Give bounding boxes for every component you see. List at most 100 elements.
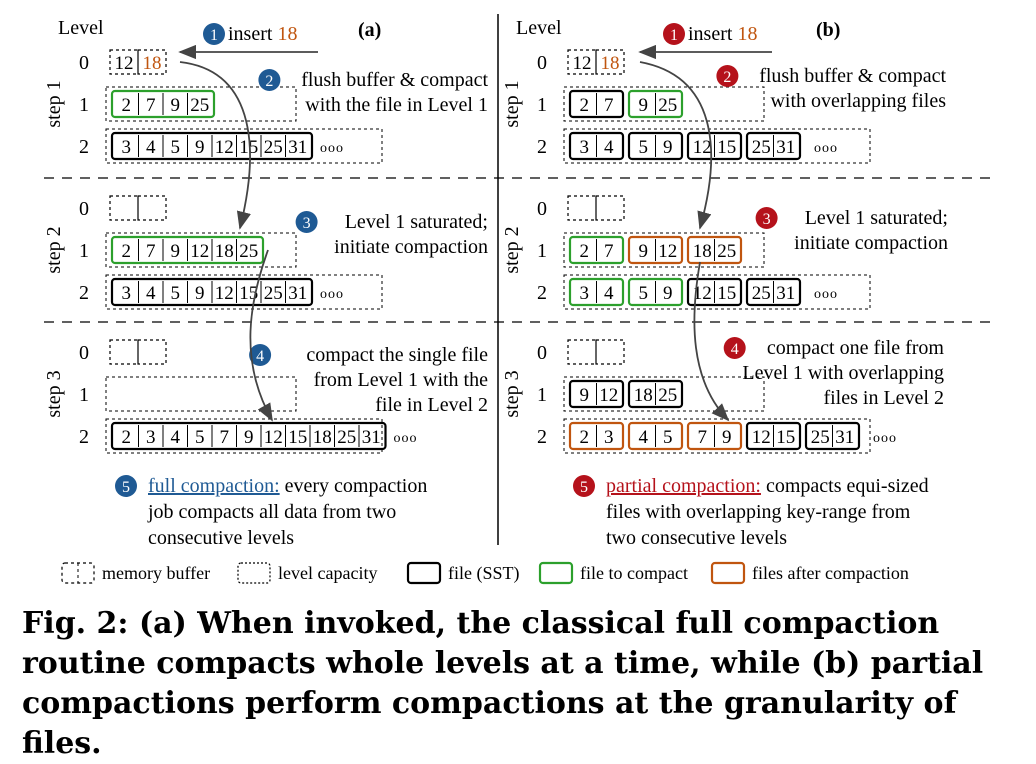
level-capacity <box>105 418 383 454</box>
note-text: with overlapping files <box>770 90 946 112</box>
note-text: Level 1 with overlapping <box>742 362 944 384</box>
file-sst <box>745 277 802 307</box>
file-key: 2 <box>580 95 590 116</box>
buffer-cell <box>595 339 625 365</box>
level-number: 0 <box>537 342 547 364</box>
file-key: 9 <box>663 137 673 158</box>
buffer-cell <box>567 49 597 75</box>
level-number: 0 <box>79 342 89 364</box>
step-badge <box>295 211 318 233</box>
file-compact <box>568 277 625 307</box>
file-key: 4 <box>639 427 649 448</box>
legend-label: file to compact <box>580 563 688 583</box>
file-sst <box>110 131 314 161</box>
file-key: 31 <box>776 137 795 158</box>
file-key: 3 <box>122 283 132 304</box>
file-sst <box>627 379 684 409</box>
legend-swatch-after <box>710 561 746 585</box>
step-badge-number: 3 <box>763 211 771 228</box>
level-capacity <box>105 232 297 268</box>
file-compact <box>627 89 684 119</box>
step-badge-number: 2 <box>723 69 731 86</box>
file-key: 31 <box>835 427 854 448</box>
level-capacity <box>105 86 297 122</box>
level-number: 0 <box>537 52 547 74</box>
file-sst <box>568 89 625 119</box>
step-label: step 3 <box>43 370 65 417</box>
step-badge <box>258 69 281 91</box>
buffer-key: 12 <box>115 53 134 74</box>
file-key: 3 <box>580 137 590 158</box>
file-key: 9 <box>722 427 732 448</box>
file-sst <box>110 277 314 307</box>
note-text: compact the single file <box>306 344 488 366</box>
file-key: 18 <box>693 241 712 262</box>
file-key: 7 <box>698 427 708 448</box>
flow-arrow <box>179 61 251 230</box>
note-text: initiate compaction <box>794 232 948 254</box>
file-key: 9 <box>195 137 205 158</box>
file-compact <box>110 89 216 119</box>
file-key: 4 <box>146 137 156 158</box>
buffer-cell <box>567 339 597 365</box>
more-files-indicator: ooo <box>814 141 838 156</box>
file-key: 7 <box>220 427 230 448</box>
legend: memory buffer level capacity file (SST) fil… <box>61 561 909 585</box>
file-sst <box>686 277 743 307</box>
level-capacity <box>105 128 383 164</box>
level-number: 0 <box>79 198 89 220</box>
flow-arrow <box>249 249 273 422</box>
note-text: Level 1 saturated; <box>345 211 488 233</box>
step-badge-number: 3 <box>303 215 311 232</box>
flow-arrow <box>693 261 730 422</box>
level-number: 0 <box>537 198 547 220</box>
file-sst <box>568 379 625 409</box>
note-text: from Level 1 with the <box>314 369 489 391</box>
file-key: 25 <box>752 283 771 304</box>
step-badge <box>203 23 225 45</box>
file-sst <box>627 131 684 161</box>
step-label: step 1 <box>501 80 523 127</box>
step-badge <box>723 337 746 359</box>
buffer-cell <box>137 339 167 365</box>
file-key: 25 <box>752 137 771 158</box>
step-badge <box>573 475 595 497</box>
step-badge <box>663 23 685 45</box>
step-badge <box>755 207 778 229</box>
file-key: 15 <box>776 427 795 448</box>
level-number: 1 <box>79 384 89 406</box>
file-key: 4 <box>146 283 156 304</box>
file-key: 9 <box>639 95 649 116</box>
step-badge-number: 4 <box>731 341 739 358</box>
note-text: file in Level 2 <box>375 394 488 416</box>
file-key: 12 <box>190 241 209 262</box>
file-key: 12 <box>693 283 712 304</box>
level-capacity <box>105 274 383 310</box>
more-files-indicator: ooo <box>394 431 418 446</box>
file-key: 2 <box>122 95 132 116</box>
file-key: 25 <box>811 427 830 448</box>
file-key: 3 <box>122 137 132 158</box>
figure-caption: Fig. 2: (a) When invoked, the classical … <box>22 606 984 761</box>
file-key: 18 <box>215 241 234 262</box>
file-key: 15 <box>288 427 307 448</box>
level-number: 1 <box>537 94 547 116</box>
file-key: 7 <box>146 95 156 116</box>
buffer-cell <box>567 195 597 221</box>
file-after <box>627 235 684 265</box>
level-number: 2 <box>79 426 89 448</box>
more-files-indicator: ooo <box>320 141 344 156</box>
level-capacity <box>563 86 765 122</box>
note-text: flush buffer & compact <box>301 69 488 91</box>
file-key: 5 <box>171 137 181 158</box>
step-badge <box>115 475 137 497</box>
file-key: 9 <box>663 283 673 304</box>
summary-text: partial compaction: compacts equi-sized <box>606 475 929 497</box>
file-key: 25 <box>717 241 736 262</box>
file-key: 15 <box>717 137 736 158</box>
file-after <box>568 421 625 451</box>
legend-label: memory buffer <box>102 563 210 583</box>
legend-label: level capacity <box>278 563 377 583</box>
step-badge <box>249 344 272 366</box>
panel-dividers <box>44 14 990 545</box>
